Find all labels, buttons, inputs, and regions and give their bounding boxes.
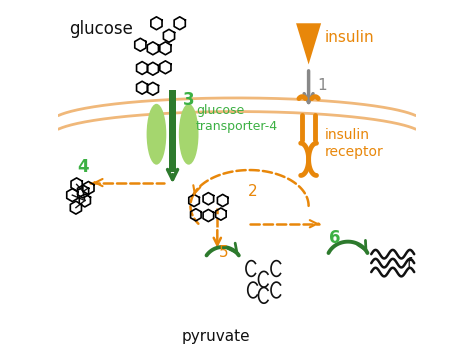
Text: 6: 6 bbox=[329, 229, 340, 247]
Ellipse shape bbox=[179, 104, 199, 165]
Text: 4: 4 bbox=[78, 158, 89, 176]
Text: 2: 2 bbox=[248, 184, 257, 199]
Text: 5: 5 bbox=[219, 245, 228, 260]
Text: glucose: glucose bbox=[69, 20, 133, 38]
Text: glucose
transporter-4: glucose transporter-4 bbox=[196, 103, 278, 133]
Text: 3: 3 bbox=[182, 91, 194, 109]
Text: f: f bbox=[407, 257, 412, 271]
Ellipse shape bbox=[146, 104, 166, 165]
Text: 1: 1 bbox=[318, 78, 327, 93]
Text: pyruvate: pyruvate bbox=[181, 329, 250, 344]
Text: insulin: insulin bbox=[325, 30, 374, 45]
Polygon shape bbox=[296, 23, 321, 64]
Polygon shape bbox=[169, 90, 176, 172]
Text: insulin
receptor: insulin receptor bbox=[325, 127, 383, 159]
